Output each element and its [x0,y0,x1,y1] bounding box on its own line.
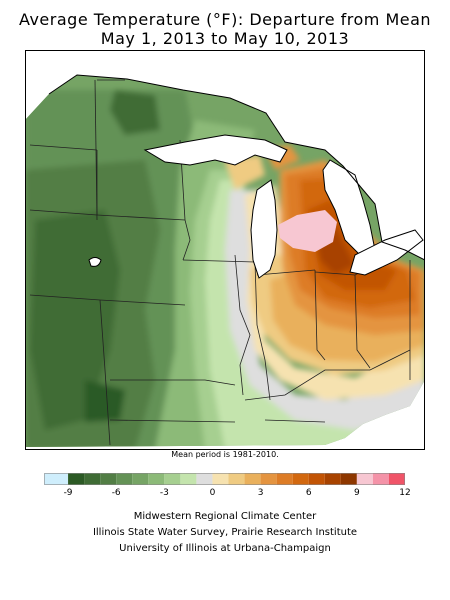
lake-superior [143,134,288,166]
legend-bin [132,473,149,485]
map-frame [25,50,425,450]
legend-bin [308,473,325,485]
map-title-line1: Average Temperature (°F): Departure from… [18,10,432,29]
credit-line3: University of Illinois at Urbana-Champai… [119,543,331,554]
legend-border [44,473,405,485]
lake-michigan [250,179,278,279]
maximum-departure-area [278,210,337,252]
legend-bin [372,473,389,485]
international-border [48,74,425,261]
legend-bin [356,473,373,485]
legend-bin [44,473,69,485]
credit-line2: Illinois State Water Survey, Prairie Res… [92,527,358,538]
credit-line1: Midwestern Regional Climate Center [133,511,317,522]
legend-bin [196,473,213,485]
legend-bin [164,473,181,485]
legend-bin [292,473,309,485]
legend-tick-label: 6 [305,488,312,498]
temperature-departure-map [25,50,425,450]
legend-bin [244,473,261,485]
great-lakes [88,134,424,279]
legend-bin [388,473,405,485]
legend-tick-label: -6 [111,488,121,498]
legend-tick-label: -3 [159,488,169,498]
legend-bin [84,473,101,485]
map-title-line2: May 1, 2013 to May 10, 2013 [100,29,350,48]
legend-bin [100,473,117,485]
legend-tick-label: 3 [257,488,264,498]
legend-tick-label: 12 [399,488,411,498]
legend-bin [68,473,85,485]
mean-period-note: Mean period is 1981-2010. [171,450,279,459]
legend-bin [148,473,165,485]
legend-bin [340,473,357,485]
legend-bin [324,473,341,485]
legend-tick-label: 9 [353,488,360,498]
color-legend [44,473,405,485]
legend-bin [276,473,293,485]
legend-bin [180,473,197,485]
small-lake [88,257,102,267]
legend-bin [212,473,229,485]
legend-bin [228,473,245,485]
legend-bin [116,473,133,485]
legend-bin [260,473,277,485]
legend-tick-label: -9 [63,488,73,498]
legend-tick-label: 0 [209,488,216,498]
lake-erie [349,229,424,276]
